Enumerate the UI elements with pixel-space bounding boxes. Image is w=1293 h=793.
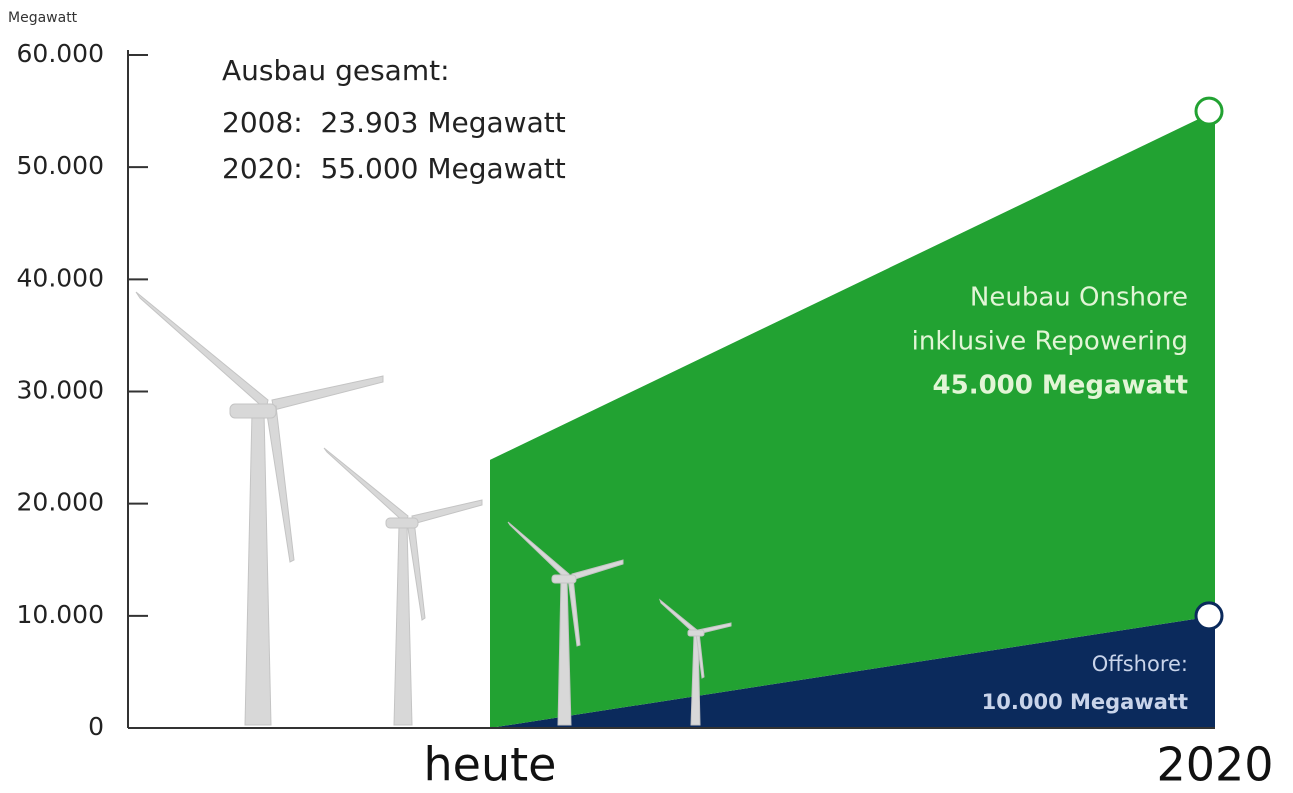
value-label: 10.000 Megawatt (982, 690, 1188, 714)
turbine-blade (323, 447, 409, 525)
y-tick-label: 0 (88, 712, 104, 741)
turbine-hub (229, 403, 277, 419)
turbine-blade (265, 405, 295, 563)
x-tick-label: heute (424, 738, 557, 790)
y-tick-label: 10.000 (17, 600, 104, 629)
series-label: Neubau Onshore (970, 283, 1188, 313)
annotation: 2020: 55.000 Megawatt (222, 152, 566, 185)
y-axis-label: Megawatt (8, 10, 78, 26)
y-tick-label: 20.000 (17, 488, 104, 517)
area (490, 615, 1215, 728)
turbine-hub (551, 574, 577, 584)
value-label: 45.000 Megawatt (933, 371, 1188, 401)
turbine-tower (244, 411, 272, 726)
x-tick-label: 2020 (1156, 738, 1273, 790)
area (490, 111, 1215, 729)
areas (490, 111, 1215, 729)
y-tick-label: 40.000 (17, 263, 104, 292)
annotation: inklusive Repowering (912, 327, 1188, 357)
turbine-blade (406, 519, 426, 621)
point-marker (1194, 96, 1224, 126)
turbine-blade (271, 375, 384, 411)
turbine-blade (411, 499, 483, 525)
annotation: Ausbau gesamt: (222, 54, 450, 87)
turbine-hub (385, 517, 419, 529)
turbine-tower (393, 525, 413, 726)
y-tick-label: 60.000 (17, 39, 104, 68)
series-label: Offshore: (1092, 652, 1188, 676)
wind-turbines (135, 291, 732, 726)
y-tick-label: 30.000 (17, 376, 104, 405)
annotation: 2008: 23.903 Megawatt (222, 106, 566, 139)
y-tick-label: 50.000 (17, 151, 104, 180)
point-marker (1194, 601, 1224, 631)
turbine-hub (687, 629, 705, 637)
turbine-blade (135, 291, 269, 411)
